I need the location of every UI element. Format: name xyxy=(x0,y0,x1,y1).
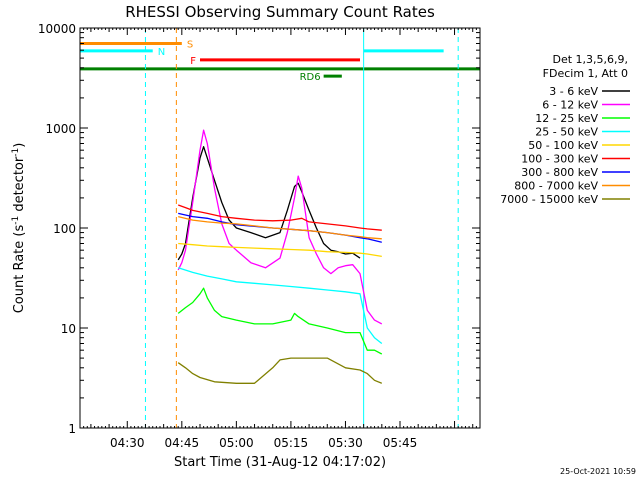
series-line-0 xyxy=(177,146,361,261)
legend-header-line-1: Det 1,3,5,6,9, xyxy=(552,53,628,66)
y-axis-label-sup1: -1 xyxy=(11,216,21,225)
y-tick-label: 1 xyxy=(68,422,76,436)
y-axis-label-end: ) xyxy=(12,143,27,148)
flag-label: RD6 xyxy=(300,72,321,83)
x-tick-label: 05:00 xyxy=(219,436,254,450)
y-tick-label: 10000 xyxy=(38,22,76,36)
x-tick-label: 05:15 xyxy=(274,436,309,450)
y-tick-label: 1000 xyxy=(45,122,76,136)
flags-layer: S N F RD6 xyxy=(80,39,480,83)
chart-title: RHESSI Observing Summary Count Rates xyxy=(125,3,435,21)
legend-label: 800 - 7000 keV xyxy=(514,180,598,193)
x-axis-label: Start Time (31-Aug-12 04:17:02) xyxy=(174,455,386,470)
legend-label: 50 - 100 keV xyxy=(528,139,598,152)
series-line-8 xyxy=(177,357,383,384)
series-layer xyxy=(177,129,383,384)
legend-label: 6 - 12 keV xyxy=(542,99,598,112)
y-tick-label: 100 xyxy=(53,222,76,236)
y-axis-label-main: Count Rate (s xyxy=(12,225,27,314)
series-line-3 xyxy=(178,267,383,345)
series-line-4 xyxy=(178,242,382,258)
timestamp: 25-Oct-2021 10:59 xyxy=(560,467,636,476)
legend-label: 7000 - 15000 keV xyxy=(500,193,598,206)
series-line-6 xyxy=(178,212,382,243)
x-tick-label: 04:45 xyxy=(165,436,200,450)
x-tick-label: 04:30 xyxy=(110,436,145,450)
y-axis-label: Count Rate (s-1 detector-1) xyxy=(11,143,27,314)
flag-label: S xyxy=(187,39,193,50)
series-line-2 xyxy=(177,287,383,355)
y-tick-label: 10 xyxy=(61,322,76,336)
legend: Det 1,3,5,6,9, FDecim 1, Att 0 3 - 6 keV… xyxy=(500,53,630,206)
x-tick-label: 05:30 xyxy=(328,436,363,450)
x-axis: 04:30 04:45 05:00 05:15 05:30 05:45 xyxy=(79,28,481,450)
flag-label: N xyxy=(158,47,165,58)
legend-label: 25 - 50 keV xyxy=(535,126,598,139)
series-line-5 xyxy=(177,204,382,231)
x-tick-label: 05:45 xyxy=(383,436,418,450)
y-axis-label-mid: detector xyxy=(12,156,27,216)
legend-header-line-2: FDecim 1, Att 0 xyxy=(543,67,628,80)
legend-label: 100 - 300 keV xyxy=(521,153,598,166)
y-axis: 1 10 100 1000 10000 xyxy=(38,22,480,436)
legend-label: 12 - 25 keV xyxy=(535,112,598,125)
y-axis-label-sup2: -1 xyxy=(11,148,21,157)
legend-label: 3 - 6 keV xyxy=(549,85,598,98)
series-line-1 xyxy=(177,129,383,325)
flag-label: F xyxy=(190,56,196,67)
legend-label: 300 - 800 keV xyxy=(521,166,598,179)
series-line-7 xyxy=(178,215,382,240)
